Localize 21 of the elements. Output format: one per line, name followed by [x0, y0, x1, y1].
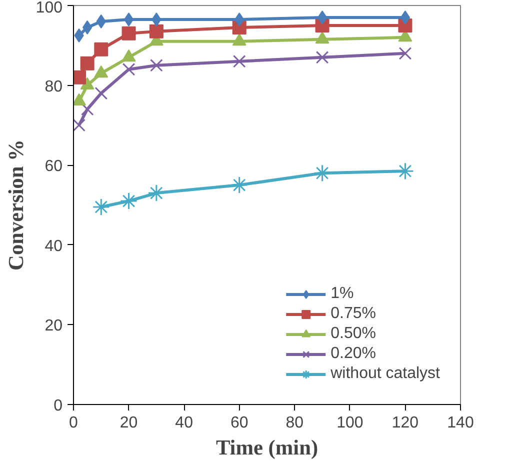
x-tick-label: 40 [175, 414, 194, 432]
legend-label: 1% [330, 285, 354, 303]
legend-label: without catalyst [330, 365, 440, 383]
legend-label: 0.20% [330, 345, 376, 363]
y-axis-title: Conversion % [4, 140, 28, 270]
y-tick-label: 100 [36, 0, 63, 16]
x-tick-label: 60 [230, 414, 248, 432]
x-axis-title: Time (min) [216, 436, 318, 460]
y-tick-label: 0 [54, 398, 63, 414]
x-tick-label: 0 [69, 414, 78, 432]
x-tick-label: 140 [447, 414, 474, 432]
legend-label: 0.50% [330, 325, 376, 343]
x-tick-label: 100 [336, 414, 364, 432]
legend-label: 0.75% [330, 305, 376, 323]
y-tick-label: 20 [44, 318, 63, 335]
x-tick-label: 80 [286, 414, 304, 432]
x-tick-label: 20 [120, 414, 138, 432]
x-tick-label: 120 [392, 414, 419, 432]
y-tick-label: 80 [44, 78, 63, 96]
y-tick-label: 60 [44, 158, 63, 176]
y-tick-label: 40 [44, 238, 63, 255]
